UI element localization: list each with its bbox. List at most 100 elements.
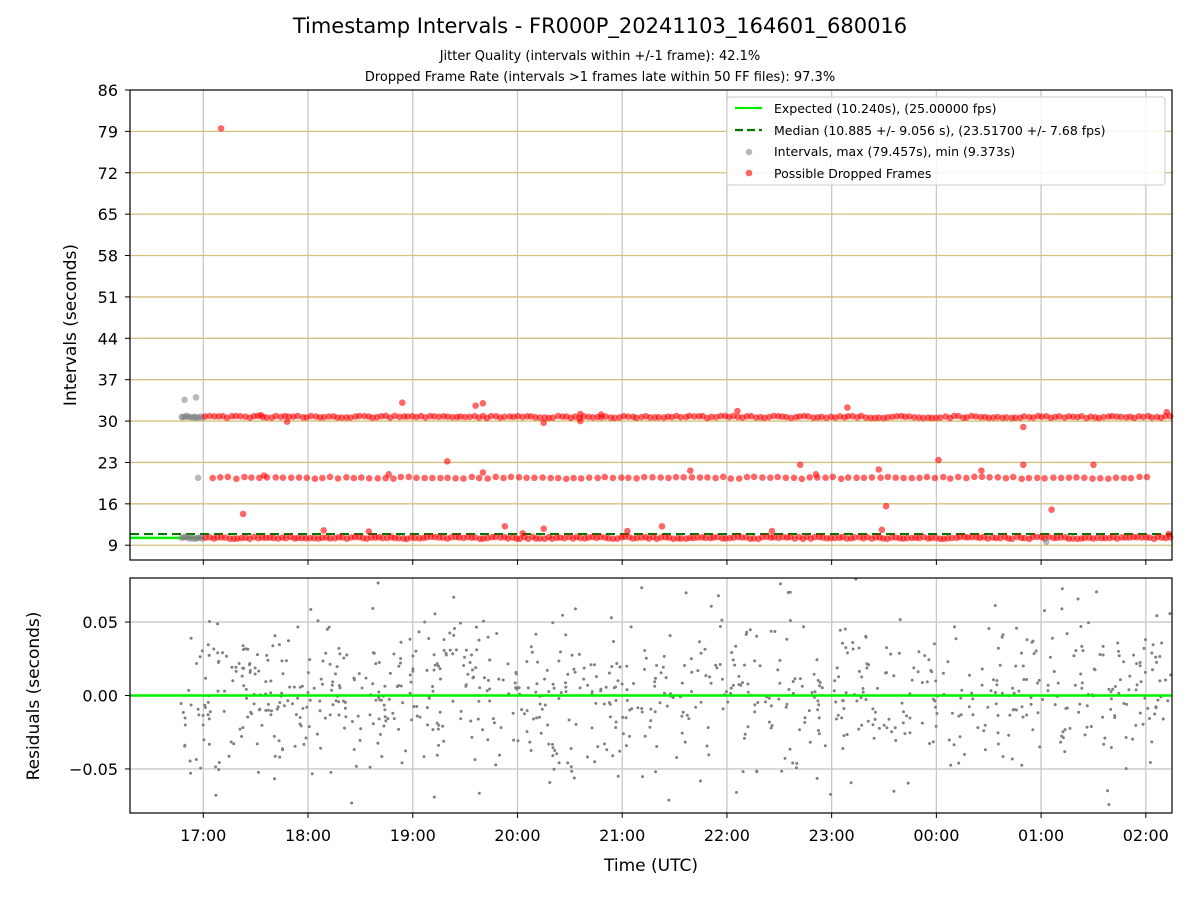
residual-point <box>528 740 532 744</box>
residual-point <box>785 637 789 641</box>
residual-point <box>726 700 730 704</box>
residual-point <box>952 743 956 747</box>
residual-point <box>778 681 782 685</box>
residual-point <box>996 731 1000 735</box>
residual-point <box>376 581 380 585</box>
dropped-frame-point <box>461 413 469 421</box>
residual-point <box>470 735 474 739</box>
residual-point <box>767 696 771 700</box>
residual-point <box>685 713 689 717</box>
residual-point <box>408 637 412 641</box>
interval-point <box>181 396 188 404</box>
residual-point <box>621 715 625 719</box>
residual-point <box>435 753 439 757</box>
residual-point <box>256 653 259 657</box>
residual-point <box>371 682 375 686</box>
residual-point <box>442 739 446 743</box>
residual-point <box>482 619 485 623</box>
dropped-frame-point <box>1002 474 1010 482</box>
residual-point <box>452 595 456 599</box>
residual-point <box>1037 678 1041 682</box>
legend-expected-label: Expected (10.240s), (25.00000 fps) <box>774 101 996 116</box>
residual-point <box>1081 649 1085 653</box>
residual-point <box>1151 643 1155 647</box>
residual-point <box>1122 660 1126 664</box>
residual-point <box>920 721 924 725</box>
residual-point <box>640 707 644 710</box>
residual-point <box>221 651 224 655</box>
residual-point <box>354 764 358 768</box>
residual-point <box>353 678 356 682</box>
residual-point <box>785 702 789 706</box>
residual-point <box>871 723 875 727</box>
dropped-frame-point <box>484 475 492 482</box>
residual-point <box>1085 704 1089 708</box>
residual-point <box>629 625 633 629</box>
residual-point <box>586 755 589 759</box>
residual-point <box>1017 689 1021 693</box>
residual-point <box>605 748 609 752</box>
residual-point <box>1068 726 1072 730</box>
dropped-frame-point <box>696 474 704 481</box>
residual-point <box>567 718 571 722</box>
dropped-frame-point <box>986 474 993 481</box>
residual-point <box>451 699 455 703</box>
residual-point <box>513 681 517 685</box>
residual-point <box>1011 686 1015 690</box>
dropped-frame-point <box>257 411 265 419</box>
residual-point <box>498 753 501 757</box>
residual-point <box>755 769 759 773</box>
residual-point <box>946 660 950 664</box>
interval-point <box>1043 538 1050 545</box>
residual-point <box>241 644 245 648</box>
residual-point <box>399 657 403 660</box>
dropped-frame-point <box>677 535 685 542</box>
residual-point <box>399 684 403 688</box>
dropped-frame-point <box>727 475 735 482</box>
dropped-frame-point <box>972 413 980 420</box>
residual-point <box>927 658 931 662</box>
residual-point <box>246 715 250 719</box>
residual-point <box>334 672 337 676</box>
residual-point <box>553 749 557 752</box>
dropped-frame-point <box>294 412 302 420</box>
residual-point <box>764 700 767 704</box>
residual-point <box>971 697 975 701</box>
residual-point <box>960 688 964 692</box>
residual-point <box>835 666 839 670</box>
residual-point <box>1087 621 1090 625</box>
residual-point <box>414 649 418 653</box>
residual-point <box>1143 696 1147 700</box>
residual-point <box>368 713 372 717</box>
dropped-frame-point <box>672 473 680 481</box>
residual-point <box>1063 728 1067 732</box>
residual-point <box>569 747 573 751</box>
residual-point <box>266 702 270 706</box>
dropped-frame-point <box>421 474 429 482</box>
residual-point <box>306 691 310 694</box>
dropped-frame-point <box>272 474 280 481</box>
residual-point <box>491 717 495 721</box>
residual-point <box>377 690 381 694</box>
residual-point <box>890 730 894 734</box>
residual-point <box>823 744 827 748</box>
residual-point <box>382 724 386 728</box>
residual-point <box>468 661 472 664</box>
residual-point <box>1135 662 1139 666</box>
residual-point <box>844 691 848 695</box>
residual-point <box>329 770 333 774</box>
residual-point <box>392 652 396 656</box>
residual-point <box>244 687 248 691</box>
residual-point <box>227 754 231 758</box>
residual-point <box>392 717 396 721</box>
residual-point <box>996 646 1000 650</box>
dropped-frame-point <box>875 466 883 473</box>
residual-point <box>1008 713 1012 717</box>
residual-point <box>214 793 218 797</box>
residual-point <box>618 749 622 753</box>
residual-point <box>492 721 496 725</box>
residual-point <box>967 705 971 709</box>
residual-point <box>535 716 539 720</box>
residual-point <box>1142 646 1146 650</box>
